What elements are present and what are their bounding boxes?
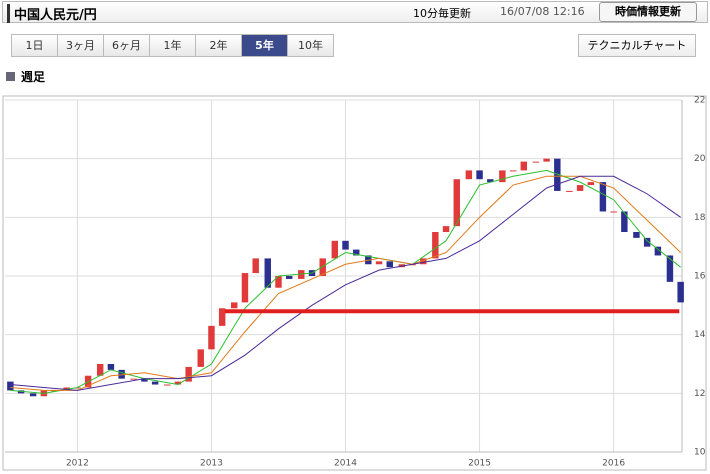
candle xyxy=(375,261,383,265)
x-tick-label: 2012 xyxy=(66,459,89,469)
timestamp: 16/07/08 12:16 xyxy=(500,5,585,18)
candle xyxy=(532,161,540,163)
candle xyxy=(587,182,595,186)
candle xyxy=(285,276,293,279)
candle xyxy=(118,369,125,379)
candle xyxy=(476,170,483,180)
moving-average xyxy=(10,175,682,391)
candle xyxy=(487,179,494,183)
candle xyxy=(610,211,617,213)
period-tabs: 1日 3ヶ月 6ヶ月 1年 2年 5年 10年 xyxy=(11,34,334,57)
candle xyxy=(432,232,439,259)
candle xyxy=(197,349,204,367)
candle xyxy=(241,273,249,303)
candle xyxy=(677,281,684,303)
candle xyxy=(29,393,37,397)
candle xyxy=(231,302,238,309)
y-tick-label: 22 xyxy=(694,96,705,106)
candle xyxy=(275,276,282,288)
candle xyxy=(130,378,137,380)
candle xyxy=(208,325,215,350)
candle xyxy=(654,246,662,256)
y-tick-label: 10 xyxy=(694,448,706,458)
moving-average xyxy=(10,169,681,394)
candle xyxy=(151,381,159,385)
candle xyxy=(252,258,259,274)
x-tick-label: 2013 xyxy=(200,459,223,469)
y-tick-label: 18 xyxy=(694,213,706,223)
update-interval: 10分毎更新 xyxy=(413,7,471,20)
y-tick-label: 20 xyxy=(694,154,706,164)
candle xyxy=(353,249,360,256)
title: 中国人民元/円 xyxy=(7,4,97,23)
technical-button[interactable]: テクニカルチャート xyxy=(578,34,696,57)
candle xyxy=(499,170,506,183)
y-tick-label: 16 xyxy=(694,272,706,282)
chart-frame xyxy=(2,95,707,471)
candle xyxy=(621,211,628,232)
period-tab[interactable]: 1日 xyxy=(11,34,58,57)
candle xyxy=(599,182,607,212)
period-tab[interactable]: 2年 xyxy=(195,34,242,57)
candle xyxy=(386,261,393,268)
period-tab[interactable]: 3ヶ月 xyxy=(57,34,104,57)
period-label: 週足 xyxy=(6,68,45,85)
period-tab[interactable]: 1年 xyxy=(149,34,196,57)
candle xyxy=(264,258,271,288)
moving-average xyxy=(10,175,681,391)
y-tick-label: 12 xyxy=(694,389,705,399)
period-tab[interactable]: 10年 xyxy=(287,34,334,57)
candle xyxy=(218,308,226,326)
candle xyxy=(543,158,550,162)
candle xyxy=(298,270,305,279)
candle xyxy=(185,366,192,382)
candle xyxy=(420,258,427,265)
candle xyxy=(96,364,104,376)
candle xyxy=(331,240,339,259)
candle xyxy=(342,240,349,250)
candle xyxy=(141,378,148,382)
candle xyxy=(174,381,182,385)
candle xyxy=(576,185,584,191)
x-tick-label: 2016 xyxy=(602,459,625,469)
candle xyxy=(509,170,517,172)
candle xyxy=(465,170,473,180)
y-tick-label: 14 xyxy=(694,330,706,340)
candle xyxy=(107,364,115,370)
x-tick-label: 2014 xyxy=(334,459,357,469)
candle xyxy=(163,384,171,386)
candle xyxy=(319,258,326,276)
header: 中国人民元/円 10分毎更新 16/07/08 12:16 時価情報更新 xyxy=(2,1,708,23)
candle xyxy=(666,255,674,282)
candle xyxy=(566,190,573,192)
candle xyxy=(643,237,651,247)
candle xyxy=(17,390,25,394)
candle xyxy=(633,232,640,238)
refresh-button[interactable]: 時価情報更新 xyxy=(599,2,697,22)
x-tick-label: 2015 xyxy=(468,459,491,469)
candle xyxy=(554,158,561,191)
candle xyxy=(7,381,14,391)
candle xyxy=(520,161,528,171)
period-tab[interactable]: 5年 xyxy=(241,34,288,57)
candle xyxy=(442,226,450,232)
candle xyxy=(453,179,460,227)
